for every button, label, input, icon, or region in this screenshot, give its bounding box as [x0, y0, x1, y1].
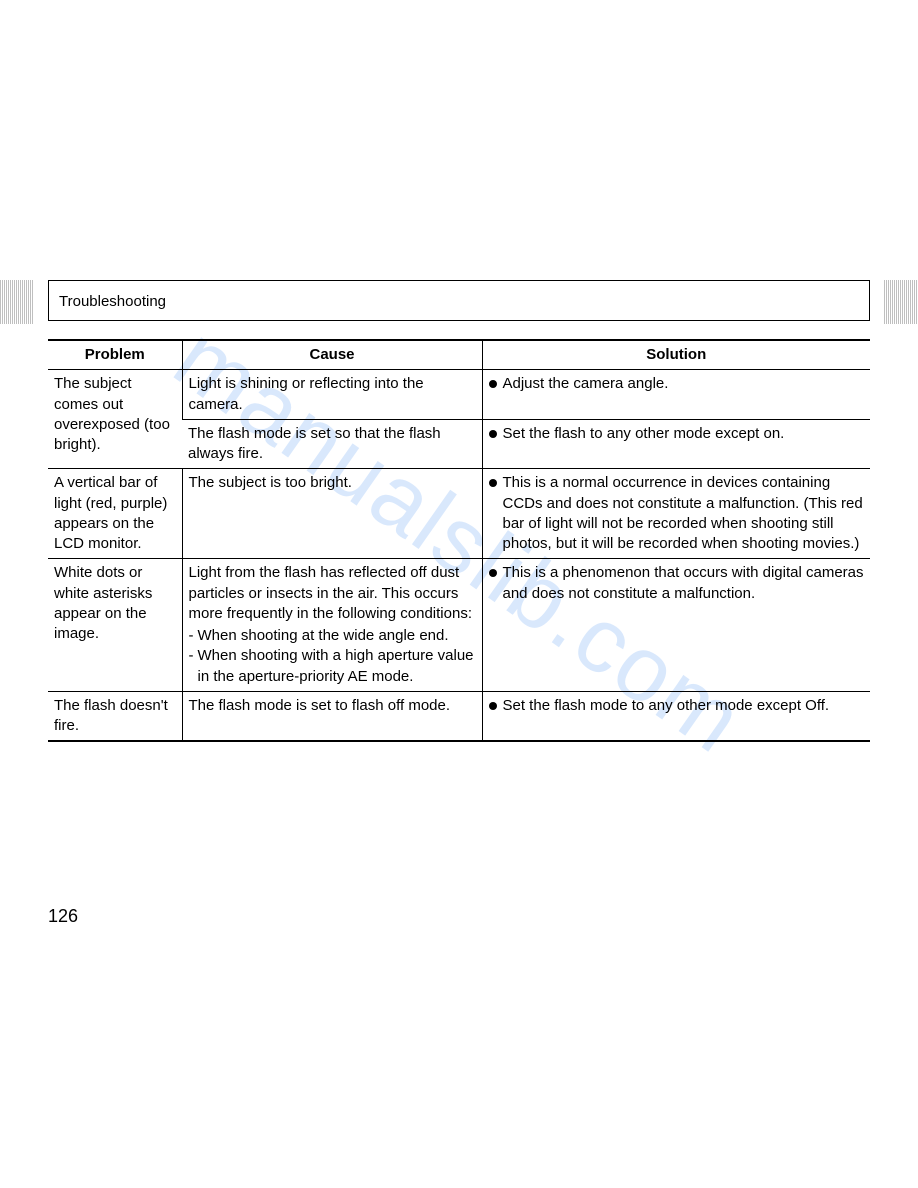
solution-text: This is a normal occurrence in devices c…	[503, 473, 865, 554]
cell-problem: The flash doesn't fire.	[48, 691, 182, 741]
cell-solution: This is a phenomenon that occurs with di…	[482, 559, 870, 692]
cell-solution: Set the flash mode to any other mode exc…	[482, 691, 870, 741]
table-row: The flash doesn't fire. The flash mode i…	[48, 691, 870, 741]
cause-subitem: When shooting with a high aperture value…	[198, 646, 476, 687]
cause-intro: Light from the flash has reflected off d…	[189, 563, 476, 624]
page-number: 126	[48, 906, 78, 927]
table-row: The subject comes out overexposed (too b…	[48, 370, 870, 420]
bullet-icon	[489, 430, 497, 438]
bullet-icon	[489, 380, 497, 388]
page: manualslib.com Troubleshooting Problem C…	[0, 0, 918, 1188]
solution-text: Set the flash to any other mode except o…	[503, 424, 785, 444]
cell-problem: The subject comes out overexposed (too b…	[48, 370, 182, 469]
cell-cause: The flash mode is set to flash off mode.	[182, 691, 482, 741]
table-row: A vertical bar of light (red, purple) ap…	[48, 469, 870, 559]
cell-cause: The subject is too bright.	[182, 469, 482, 559]
col-header-problem: Problem	[48, 340, 182, 370]
cell-solution: Adjust the camera angle.	[482, 370, 870, 420]
cell-cause: Light from the flash has reflected off d…	[182, 559, 482, 692]
section-title-box: Troubleshooting	[48, 280, 870, 321]
bullet-icon	[489, 479, 497, 487]
cause-sublist: - When shooting at the wide angle end. -…	[189, 626, 476, 687]
dash-icon: -	[189, 646, 194, 687]
solution-text: Set the flash mode to any other mode exc…	[503, 696, 830, 716]
bullet-icon	[489, 702, 497, 710]
col-header-cause: Cause	[182, 340, 482, 370]
dash-icon: -	[189, 626, 194, 646]
cell-problem: White dots or white asterisks appear on …	[48, 559, 182, 692]
col-header-solution: Solution	[482, 340, 870, 370]
cell-solution: Set the flash to any other mode except o…	[482, 419, 870, 469]
bullet-icon	[489, 569, 497, 577]
decorative-strip-left	[0, 280, 34, 324]
solution-text: This is a phenomenon that occurs with di…	[503, 563, 865, 604]
cause-subitem: When shooting at the wide angle end.	[198, 626, 449, 646]
section-title: Troubleshooting	[59, 293, 166, 310]
cell-cause: Light is shining or reflecting into the …	[182, 370, 482, 420]
cell-solution: This is a normal occurrence in devices c…	[482, 469, 870, 559]
troubleshooting-table: Problem Cause Solution The subject comes…	[48, 339, 870, 742]
solution-text: Adjust the camera angle.	[503, 374, 669, 394]
cell-cause: The flash mode is set so that the flash …	[182, 419, 482, 469]
cell-problem: A vertical bar of light (red, purple) ap…	[48, 469, 182, 559]
decorative-strip-right	[884, 280, 918, 324]
table-header-row: Problem Cause Solution	[48, 340, 870, 370]
table-row: White dots or white asterisks appear on …	[48, 559, 870, 692]
content-area: Troubleshooting Problem Cause Solution T…	[48, 280, 870, 742]
